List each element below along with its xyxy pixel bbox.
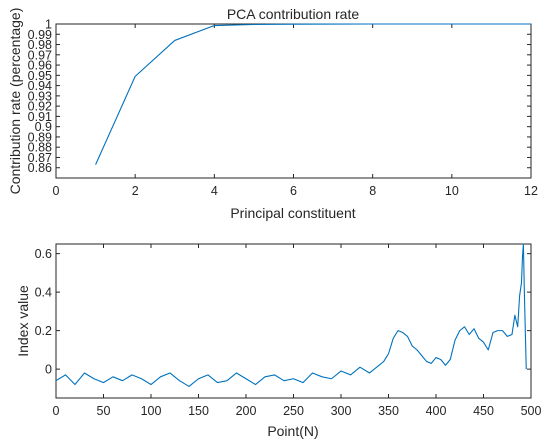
y-tick-label: 0.86 xyxy=(28,161,52,175)
x-tick-label: 250 xyxy=(283,404,304,418)
y-tick-label: 0.96 xyxy=(28,59,52,73)
index-value-chart: 0 0.2 0.4 0.6 0 50 100 150 200 250 300 350 400 450 50… xyxy=(15,243,542,439)
y-axis-ticks: 0 0.2 0.4 0.6 xyxy=(35,247,531,377)
plot-area-frame xyxy=(55,23,532,179)
y-tick-label: 0.87 xyxy=(28,151,52,165)
x-tick-label: 200 xyxy=(236,404,257,418)
y-axis-label: Index value xyxy=(15,285,31,357)
y-axis-ticks: 0.860.870.880.890.90.910.920.930.940.950… xyxy=(28,18,531,175)
y-tick-label: 0.2 xyxy=(35,324,52,338)
series-lines xyxy=(95,23,531,165)
x-tick-label: 100 xyxy=(141,404,162,418)
x-tick-label: 0 xyxy=(53,184,60,198)
y-tick-label: 0.99 xyxy=(28,28,52,42)
y-tick-label: 0.93 xyxy=(28,89,52,103)
x-tick-label: 500 xyxy=(521,404,542,418)
y-tick-label: 0.98 xyxy=(28,38,52,52)
y-tick-label: 0.94 xyxy=(28,79,52,93)
pca-contribution-chart: PCA contribution rate 0.860.870.880.890.… xyxy=(7,6,538,221)
x-axis-ticks: 0 50 100 150 200 250 300 350 400 450 500 xyxy=(53,244,542,418)
x-tick-label: 2 xyxy=(132,184,139,198)
x-tick-label: 4 xyxy=(211,184,218,198)
chart-title: PCA contribution rate xyxy=(227,6,360,22)
y-tick-label: 0.92 xyxy=(28,100,52,114)
y-tick-label: 0.91 xyxy=(28,110,52,124)
y-tick-label: 0 xyxy=(45,363,52,377)
y-tick-label: 0.9 xyxy=(35,120,52,134)
x-tick-label: 0 xyxy=(53,404,60,418)
x-tick-label: 8 xyxy=(369,184,376,198)
x-tick-label: 50 xyxy=(97,404,111,418)
series-line xyxy=(55,243,527,388)
y-axis-label: Contribution rate (percentage) xyxy=(7,8,23,195)
series-lines xyxy=(55,243,527,388)
y-tick-label: 0.97 xyxy=(28,48,52,62)
x-tick-label: 450 xyxy=(473,404,494,418)
x-tick-label: 350 xyxy=(378,404,399,418)
y-tick-label: 0.88 xyxy=(28,141,52,155)
x-axis-label: Principal constituent xyxy=(230,205,355,221)
x-tick-label: 150 xyxy=(188,404,209,418)
x-axis-label: Point(N) xyxy=(267,423,318,439)
x-tick-label: 400 xyxy=(426,404,447,418)
plot-area-frame xyxy=(55,243,532,399)
y-tick-label: 0.4 xyxy=(35,286,52,300)
x-tick-label: 10 xyxy=(445,184,459,198)
y-tick-label: 1 xyxy=(45,18,52,32)
x-axis-ticks: 0 2 4 6 8 10 12 xyxy=(53,24,538,198)
y-tick-label: 0.89 xyxy=(28,130,52,144)
series-line xyxy=(95,23,531,165)
y-tick-label: 0.6 xyxy=(35,247,52,261)
y-tick-label: 0.95 xyxy=(28,69,52,83)
x-tick-label: 6 xyxy=(290,184,297,198)
x-tick-label: 12 xyxy=(524,184,538,198)
x-tick-label: 300 xyxy=(331,404,352,418)
